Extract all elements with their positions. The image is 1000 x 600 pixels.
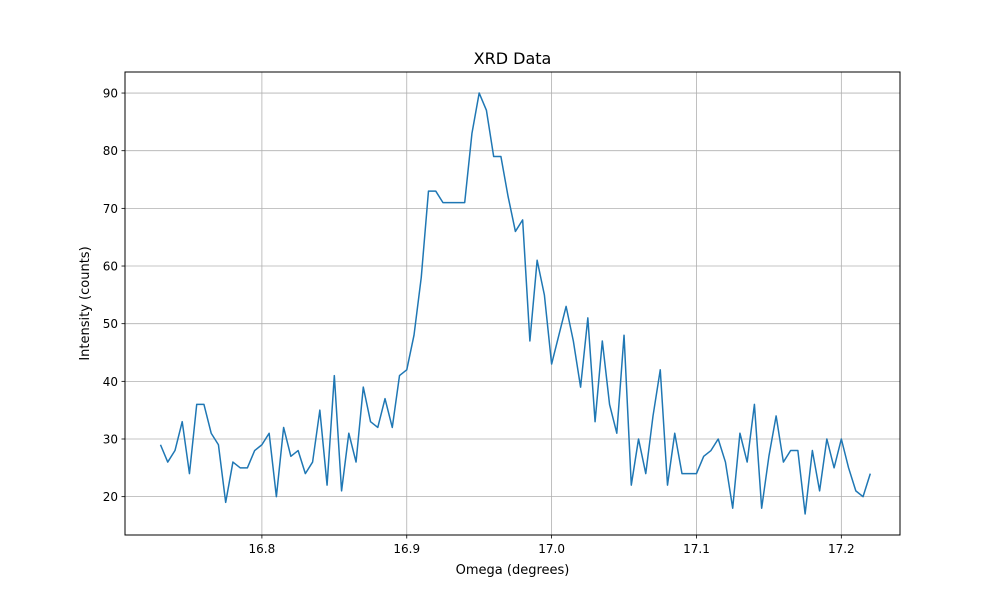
x-tick-label: 16.8 [249, 542, 276, 556]
plot-area-frame [124, 71, 901, 536]
y-tick-label: 40 [103, 375, 118, 389]
series-layer [159, 92, 872, 515]
x-axis-label: Omega (degrees) [456, 563, 570, 578]
y-tick-label: 80 [103, 144, 118, 158]
series-line [159, 92, 872, 515]
axis-ticks: 16.8 16.9 17.0 17.1 17.2 20 30 40 50 60 70 80 90 [103, 87, 855, 556]
y-tick-label: 90 [103, 87, 118, 101]
x-tick-label: 17.1 [683, 542, 710, 556]
y-tick-label: 20 [103, 490, 118, 504]
y-axis-label: Intensity (counts) [78, 246, 93, 360]
y-tick-label: 50 [103, 317, 118, 331]
y-tick-label: 60 [103, 260, 118, 274]
x-tick-label: 16.9 [393, 542, 420, 556]
chart-title: XRD Data [474, 49, 552, 68]
grid [125, 72, 900, 535]
x-tick-label: 17.2 [828, 542, 855, 556]
y-tick-label: 30 [103, 432, 118, 446]
y-tick-label: 70 [103, 202, 118, 216]
x-tick-label: 17.0 [538, 542, 565, 556]
